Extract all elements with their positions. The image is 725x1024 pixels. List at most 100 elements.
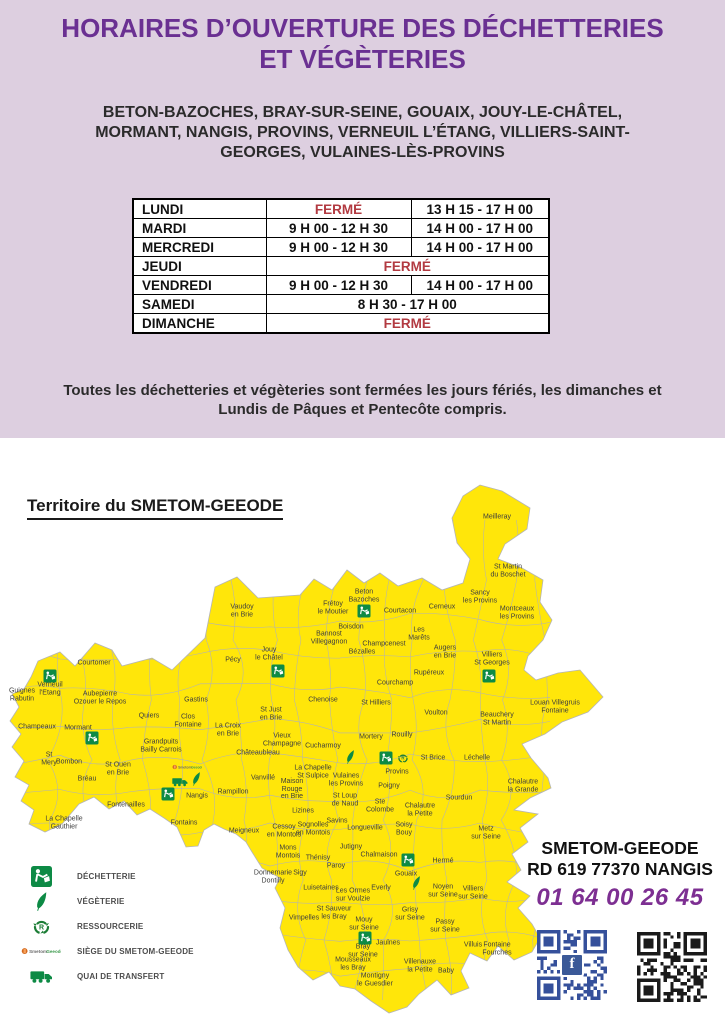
map-commune-label: Sigy — [293, 869, 307, 877]
legend-item: SmetomGeeode SIÈGE DU SMETOM-GEEODE — [19, 939, 269, 964]
schedule-row: SAMEDI 8 H 30 - 17 H 00 — [132, 294, 550, 314]
map-commune-label: Nangis — [186, 792, 208, 800]
map-commune-label: Villiers sur Seine — [458, 885, 488, 901]
map-commune-label: Beauchery St Martin — [480, 711, 514, 727]
map-commune-label: Pécy — [225, 656, 241, 664]
map-commune-label: Grisy sur Seine — [395, 906, 425, 922]
map-commune-label: St Martin du Boschet — [490, 563, 526, 579]
map-commune-label: Bray sur Seine — [348, 943, 378, 959]
legend-label: DÉCHETTERIE — [77, 872, 136, 881]
dechetterie-icon — [358, 931, 372, 945]
map-commune-label: Mouy sur Seine — [349, 916, 379, 932]
map-commune-label: Jutigny — [339, 843, 363, 851]
map-commune-label: Grandpuits Bailly Carrois — [140, 738, 182, 754]
map-commune-label: Vulaines les Provins — [328, 772, 364, 788]
map-commune-label: Champcenest — [362, 640, 406, 648]
map-commune-label: Sancy les Provins — [462, 589, 498, 605]
contact-address: RD 619 77370 NANGIS — [527, 859, 713, 879]
map-commune-label: Aubepierre Ozouer le Repos — [73, 690, 127, 706]
contact-qr-code — [637, 932, 707, 1002]
svg-text:R: R — [38, 924, 43, 931]
map-commune-label: Mousseaux les Bray — [335, 956, 371, 972]
legend-label: VÉGÈTERIE — [77, 897, 125, 906]
map-commune-label: Rupéreux — [413, 669, 445, 677]
map-commune-label: Rampillon — [217, 788, 249, 796]
map-commune-label: Luisetaines — [303, 884, 339, 892]
schedule-hours-cell: 13 H 15 - 17 H 00 — [410, 198, 550, 219]
facebook-qr-code: f — [537, 930, 607, 1000]
map-commune-label: Poigny — [378, 782, 400, 790]
map-commune-label: Les Marêts — [408, 626, 430, 642]
map-commune-label: Savins — [326, 817, 348, 825]
map-commune-label: Sourdun — [445, 794, 473, 802]
map-commune-label: Champeaux — [18, 723, 56, 731]
map-commune-label: Guignes Rabutin — [8, 687, 36, 703]
map-commune-label: Montigny le Guesdier — [357, 972, 393, 988]
map-commune-label: Jaulnes — [375, 939, 401, 947]
schedule-row: DIMANCHE FERMÉ — [132, 313, 550, 334]
map-commune-label: Noyen sur Seine — [428, 883, 458, 899]
legend-item: R RESSOURCERIE — [19, 914, 269, 939]
schedule-day: LUNDI — [132, 198, 267, 219]
schedule-closed-cell: FERMÉ — [265, 256, 550, 276]
map-commune-label: St Mery — [41, 751, 57, 767]
schedule-day: JEUDI — [132, 256, 267, 276]
map-commune-label: Augers en Brie — [433, 644, 457, 660]
quai-icon — [29, 970, 53, 984]
map-commune-label: Chalmaison — [360, 851, 398, 859]
map-commune-label: Cerneux — [428, 603, 456, 611]
map-commune-label: Quiers — [138, 712, 160, 720]
quai-icon — [172, 777, 188, 787]
map-commune-label: St Hilliers — [361, 699, 391, 707]
schedule-hours-cell: 14 H 00 - 17 H 00 — [410, 275, 550, 295]
map-commune-label: Soisy Bouy — [395, 821, 413, 837]
map-commune-label: Thénisy — [305, 854, 331, 862]
map-commune-label: Bézalles — [348, 648, 376, 656]
map-commune-label: Paroy — [326, 862, 346, 870]
map-commune-label: Meilleray — [482, 513, 512, 521]
map-commune-label: Jouy le Châtel — [255, 646, 283, 662]
map-commune-label: Vimpelles — [288, 914, 320, 922]
map-commune-label: Bréau — [77, 775, 97, 783]
map-commune-label: Fontenailles — [107, 801, 145, 809]
map-commune-label: Maison Rouge en Brie — [280, 777, 304, 800]
legend-item: QUAI DE TRANSFERT — [19, 964, 269, 989]
siege-icon: SmetomGeeode — [172, 764, 202, 771]
vegeterie-icon — [35, 892, 47, 911]
schedule-hours-cell: 14 H 00 - 17 H 00 — [410, 218, 550, 238]
dechetterie-icon — [379, 751, 393, 765]
svg-text:Smetom: Smetom — [29, 949, 47, 954]
schedule-row: MERCREDI 9 H 00 - 12 H 30 14 H 00 - 17 H 0… — [132, 237, 550, 257]
legend-label: SIÈGE DU SMETOM-GEEODE — [77, 947, 194, 956]
dechetterie-icon — [357, 604, 371, 618]
dechetterie-icon — [401, 853, 415, 867]
map-section-title: Territoire du SMETOM-GEEODE — [27, 496, 284, 520]
vegeterie-icon — [412, 876, 421, 890]
map-commune-label: Provins — [385, 768, 409, 776]
dechetterie-icon — [30, 866, 52, 887]
map-commune-label: Bombon — [55, 758, 83, 766]
ressourcerie-icon: R — [31, 916, 52, 937]
schedule-row: VENDREDI 9 H 00 - 12 H 30 14 H 00 - 17 H 0… — [132, 275, 550, 295]
header-section: HORAIRES D’OUVERTURE DES DÉCHETTERIES ET… — [0, 0, 725, 438]
map-commune-label: Sognolles en Montois — [295, 821, 331, 837]
map-commune-label: La Chapelle St Sulpice — [294, 764, 332, 780]
map-commune-label: Mons Montois — [275, 844, 301, 860]
legend-item: VÉGÈTERIE — [19, 889, 269, 914]
map-commune-label: Courchamp — [376, 679, 414, 687]
map-commune-label: Hermé — [432, 857, 454, 865]
map-commune-label: Clos Fontaine — [174, 713, 202, 729]
map-commune-label: Bannost Villegagnon — [310, 630, 348, 646]
map-commune-label: Cessoy en Montois — [266, 823, 302, 839]
map-commune-label: Chalautre la Grande — [507, 778, 539, 794]
contact-name: SMETOM-GEEODE — [541, 838, 699, 858]
vegeterie-icon — [192, 772, 201, 786]
ressourcerie-icon: R — [397, 752, 410, 765]
map-commune-label: La Croix en Brie — [214, 722, 242, 738]
map-commune-label: Mortery — [359, 733, 383, 741]
map-commune-label: Chenoise — [308, 696, 338, 704]
dechetterie-icon — [161, 787, 175, 801]
schedule-row: MARDI 9 H 00 - 12 H 30 14 H 00 - 17 H 00 — [132, 218, 550, 238]
schedule-day: MERCREDI — [132, 237, 267, 257]
